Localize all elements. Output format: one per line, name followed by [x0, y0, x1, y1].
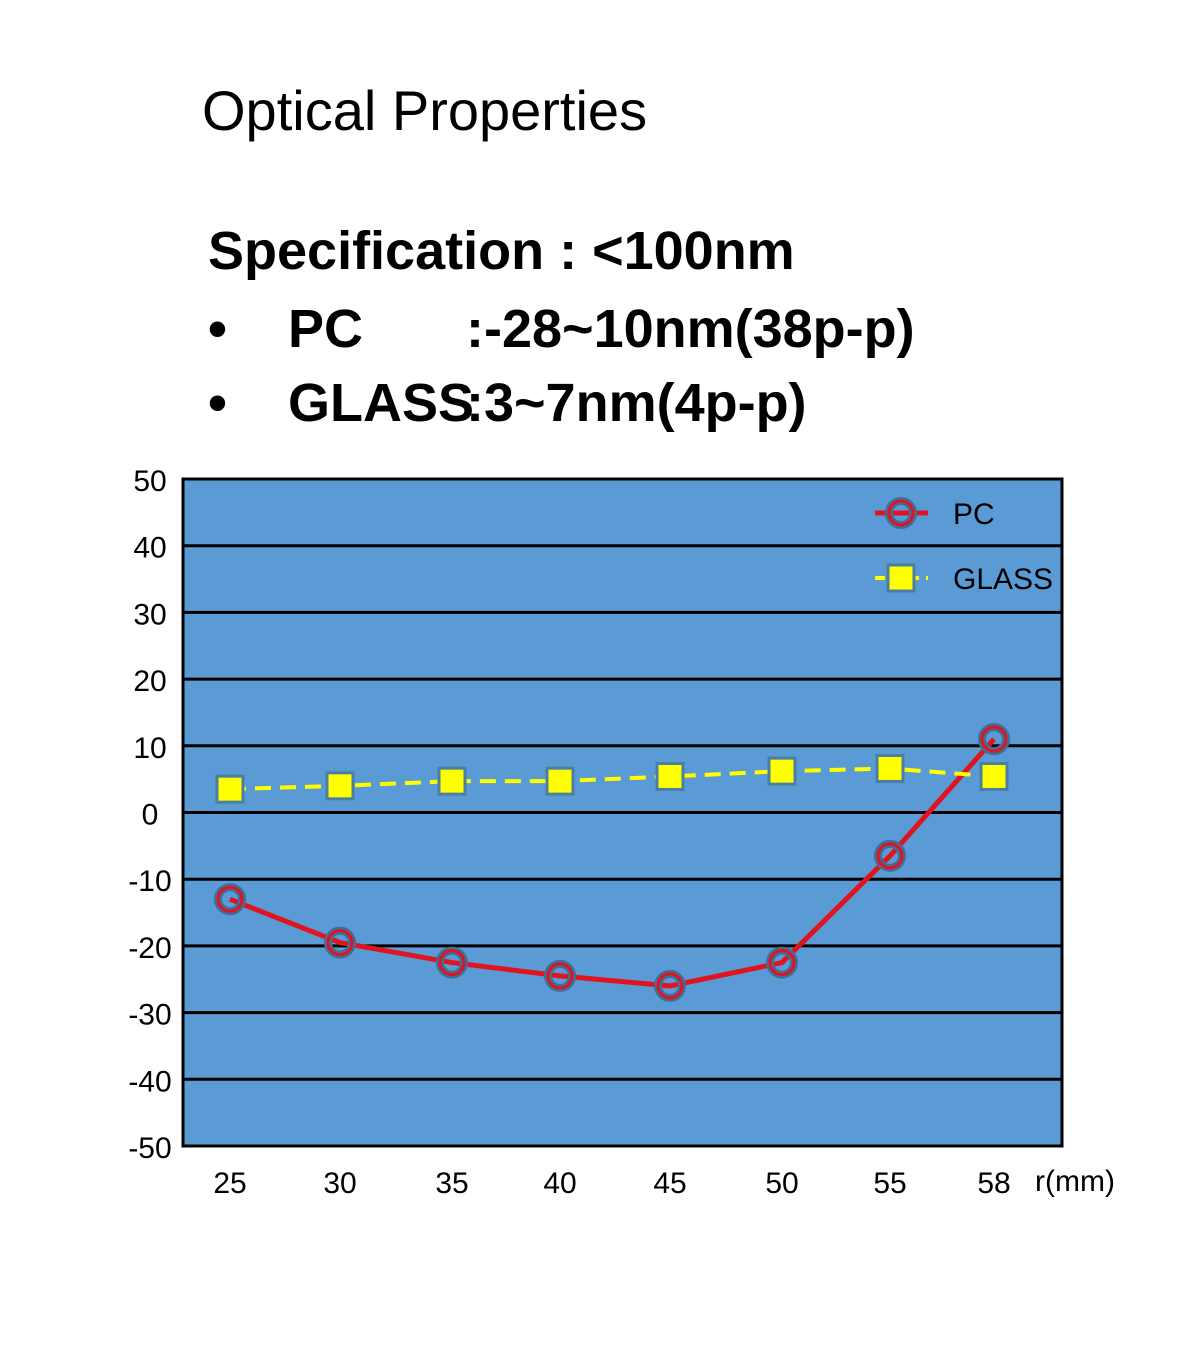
- legend-label-pc: PC: [953, 498, 995, 531]
- x-tick-label: 35: [435, 1167, 468, 1200]
- bullet-marker: •: [208, 373, 227, 433]
- bullet-value-glass: :3~7nm(4p-p): [466, 373, 807, 433]
- x-tick-label: 40: [543, 1167, 576, 1200]
- plot-frame: [181, 477, 1064, 1148]
- line-chart: 50 40 30 20 10 0 -10 -20 -30 -40 -50 25 30 35 40 45 50 55…: [128, 465, 1115, 1200]
- data-point-ring-pc: [876, 842, 904, 870]
- y-tick-label: 50: [133, 465, 166, 498]
- y-tick-label: 0: [142, 799, 159, 832]
- data-point-glass: [215, 774, 245, 804]
- y-tick-label: -50: [128, 1132, 171, 1165]
- y-tick-label: 40: [133, 532, 166, 565]
- data-point-glass: [325, 771, 355, 801]
- legend-label-glass: GLASS: [953, 563, 1053, 596]
- specification-text: Specification : <100nm: [208, 221, 795, 281]
- legend-marker-ring-pc: [887, 499, 915, 527]
- series-line-glass: [229, 766, 995, 792]
- x-tick-label: 55: [873, 1167, 906, 1200]
- data-point-ring-pc: [438, 949, 466, 977]
- data-point-glass: [875, 753, 905, 783]
- series-line-pc: [229, 737, 996, 989]
- bullet-name-pc: PC: [288, 299, 364, 359]
- x-tick-label: 50: [765, 1167, 798, 1200]
- data-point-glass: [767, 756, 797, 786]
- y-tick-label: -20: [128, 932, 171, 965]
- data-point-ring-pc: [326, 929, 354, 957]
- data-point-ring-pc: [546, 962, 574, 990]
- y-tick-label: -30: [128, 999, 171, 1032]
- data-point-ring-pc: [656, 972, 684, 1000]
- x-tick-label: 30: [323, 1167, 356, 1200]
- x-axis-unit-label: r(mm): [1035, 1165, 1115, 1198]
- data-point-glass: [545, 766, 575, 796]
- bullet-marker: •: [208, 299, 227, 359]
- data-point-glass: [979, 761, 1009, 791]
- bullet-name-glass: GLASS: [288, 373, 475, 433]
- data-point-ring-pc: [980, 725, 1008, 753]
- x-tick-label: 58: [977, 1167, 1010, 1200]
- data-point-glass: [655, 761, 685, 791]
- legend-marker-glass: [886, 563, 916, 593]
- y-tick-label: 30: [133, 598, 166, 631]
- page-title: Optical Properties: [202, 79, 648, 142]
- data-point-glass: [437, 766, 467, 796]
- data-point-ring-pc: [216, 885, 244, 913]
- bullet-value-pc: :-28~10nm(38p-p): [466, 299, 915, 359]
- y-tick-label: 10: [133, 732, 166, 765]
- x-tick-label: 45: [653, 1167, 686, 1200]
- data-point-ring-pc: [768, 949, 796, 977]
- y-tick-label: -10: [128, 865, 171, 898]
- x-tick-label: 25: [213, 1167, 246, 1200]
- y-tick-label: -40: [128, 1065, 171, 1098]
- y-tick-label: 20: [133, 665, 166, 698]
